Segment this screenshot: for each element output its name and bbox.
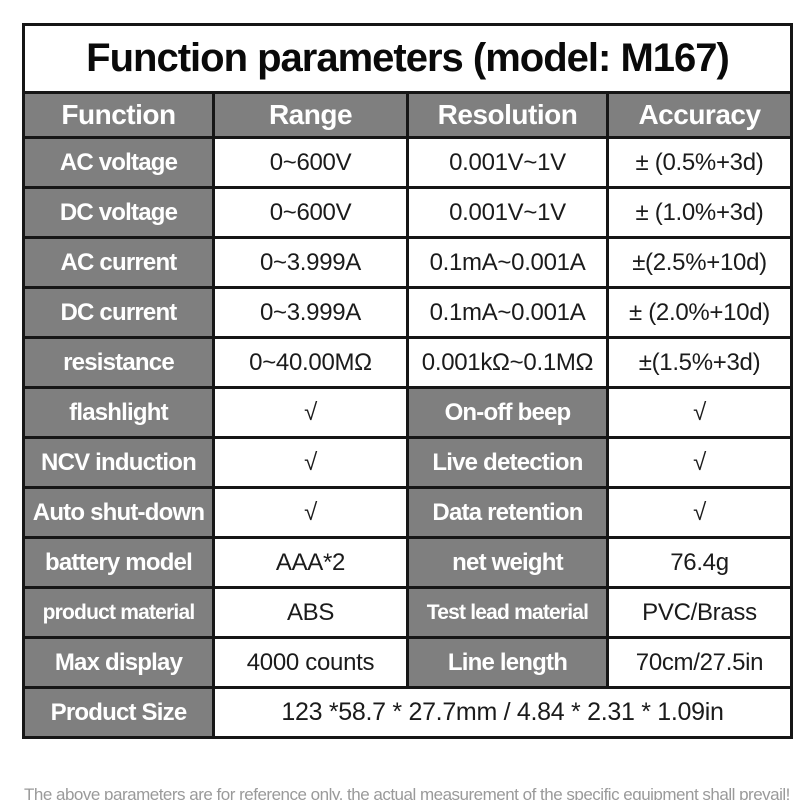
table-row: NCV induction √ Live detection √ xyxy=(22,436,793,489)
accuracy-value: ± (0.5%+3d) xyxy=(606,136,793,189)
table-row: product material ABS Test lead material … xyxy=(22,586,793,639)
resolution-value: 0.1mA~0.001A xyxy=(406,286,609,339)
function-label: DC voltage xyxy=(22,186,215,239)
spec-sheet: Function parameters (model: M167) Functi… xyxy=(0,23,800,800)
feature-value-2: PVC/Brass xyxy=(606,586,793,639)
function-label: DC current xyxy=(22,286,215,339)
feature-value-1: 4000 counts xyxy=(212,636,409,689)
column-header-accuracy: Accuracy xyxy=(606,91,793,139)
feature-value-1: AAA*2 xyxy=(212,536,409,589)
table-row: DC current 0~3.999A 0.1mA~0.001A ± (2.0%… xyxy=(22,286,793,339)
feature-label-2: net weight xyxy=(406,536,609,589)
table-row: AC current 0~3.999A 0.1mA~0.001A ±(2.5%+… xyxy=(22,236,793,289)
range-value: 0~3.999A xyxy=(212,236,409,289)
feature-label-2: Data retention xyxy=(406,486,609,539)
column-header-resolution: Resolution xyxy=(406,91,609,139)
accuracy-value: ± (2.0%+10d) xyxy=(606,286,793,339)
range-value: 0~600V xyxy=(212,186,409,239)
table-row: Max display 4000 counts Line length 70cm… xyxy=(22,636,793,689)
feature-check-2: √ xyxy=(606,486,793,539)
feature-label-1: flashlight xyxy=(22,386,215,439)
resolution-value: 0.001V~1V xyxy=(406,136,609,189)
function-label: resistance xyxy=(22,336,215,389)
function-label: AC current xyxy=(22,236,215,289)
feature-value-1: ABS xyxy=(212,586,409,639)
title-row: Function parameters (model: M167) xyxy=(22,23,793,94)
feature-check-2: √ xyxy=(606,386,793,439)
table-row: battery model AAA*2 net weight 76.4g xyxy=(22,536,793,589)
table-row: flashlight √ On-off beep √ xyxy=(22,386,793,439)
function-label: AC voltage xyxy=(22,136,215,189)
feature-label-1: battery model xyxy=(22,536,215,589)
accuracy-value: ±(2.5%+10d) xyxy=(606,236,793,289)
product-size-label: Product Size xyxy=(22,686,215,739)
feature-label-1: Auto shut-down xyxy=(22,486,215,539)
feature-check-1: √ xyxy=(212,436,409,489)
feature-label-1: NCV induction xyxy=(22,436,215,489)
range-value: 0~600V xyxy=(212,136,409,189)
table-row: resistance 0~40.00MΩ 0.001kΩ~0.1MΩ ±(1.5… xyxy=(22,336,793,389)
column-header-range: Range xyxy=(212,91,409,139)
disclaimer-text: The above parameters are for reference o… xyxy=(24,785,790,800)
feature-check-1: √ xyxy=(212,386,409,439)
table-row: DC voltage 0~600V 0.001V~1V ± (1.0%+3d) xyxy=(22,186,793,239)
product-size-value: 123 *58.7 * 27.7mm / 4.84 * 2.31 * 1.09i… xyxy=(212,686,793,739)
table-row: AC voltage 0~600V 0.001V~1V ± (0.5%+3d) xyxy=(22,136,793,189)
feature-label-2: Live detection xyxy=(406,436,609,489)
resolution-value: 0.001kΩ~0.1MΩ xyxy=(406,336,609,389)
feature-label-1: product material xyxy=(22,586,215,639)
resolution-value: 0.1mA~0.001A xyxy=(406,236,609,289)
feature-label-2: On-off beep xyxy=(406,386,609,439)
page-title: Function parameters (model: M167) xyxy=(22,23,793,94)
accuracy-value: ±(1.5%+3d) xyxy=(606,336,793,389)
range-value: 0~40.00MΩ xyxy=(212,336,409,389)
feature-label-2: Test lead material xyxy=(406,586,609,639)
feature-label-1: Max display xyxy=(22,636,215,689)
column-header-function: Function xyxy=(22,91,215,139)
range-value: 0~3.999A xyxy=(212,286,409,339)
feature-value-2: 76.4g xyxy=(606,536,793,589)
table-row-product-size: Product Size 123 *58.7 * 27.7mm / 4.84 *… xyxy=(22,686,793,739)
resolution-value: 0.001V~1V xyxy=(406,186,609,239)
accuracy-value: ± (1.0%+3d) xyxy=(606,186,793,239)
spec-table: Function parameters (model: M167) Functi… xyxy=(22,23,793,739)
feature-value-2: 70cm/27.5in xyxy=(606,636,793,689)
feature-check-2: √ xyxy=(606,436,793,489)
feature-check-1: √ xyxy=(212,486,409,539)
feature-label-2: Line length xyxy=(406,636,609,689)
table-row: Auto shut-down √ Data retention √ xyxy=(22,486,793,539)
column-header-row: Function Range Resolution Accuracy xyxy=(22,91,793,139)
